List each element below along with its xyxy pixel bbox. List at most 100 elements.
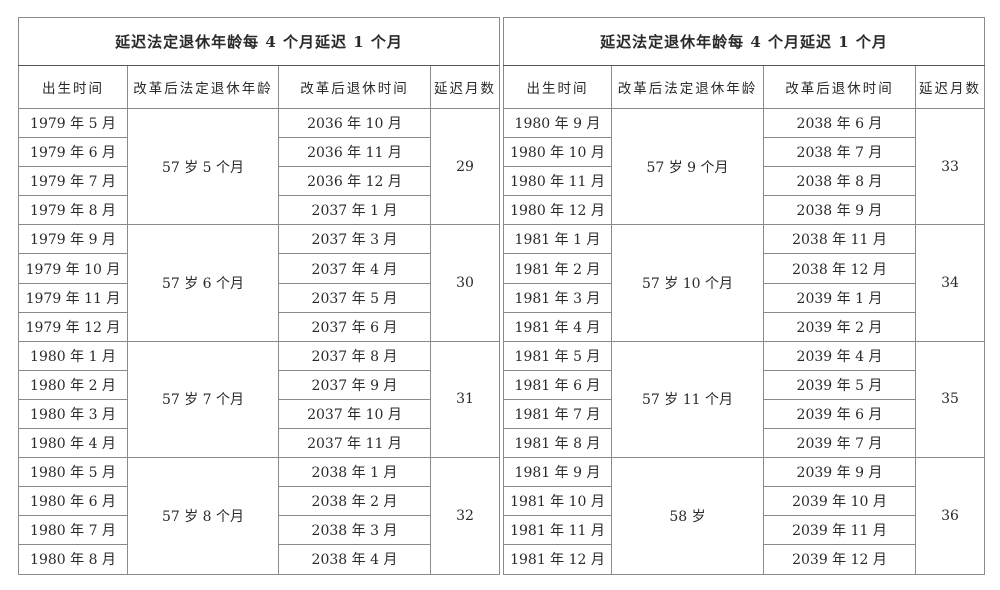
header-birth-date: 出生时间 — [18, 65, 128, 109]
retirement-date-cell: 2037 年 11 月 — [278, 428, 431, 459]
retirement-date-cell: 2036 年 10 月 — [278, 107, 431, 139]
birth-date-cell: 1980 年 4 月 — [18, 428, 128, 459]
retirement-age-cell: 57 岁 10 个月 — [611, 224, 764, 342]
header-delay-months: 延迟月数 — [429, 65, 501, 109]
header-birth-date: 出生时间 — [503, 65, 612, 109]
birth-date-cell: 1981 年 6 月 — [503, 369, 612, 400]
delay-months-cell: 35 — [914, 340, 986, 459]
birth-date-cell: 1979 年 6 月 — [18, 137, 128, 168]
table-title: 延迟法定退休年龄每 4 个月延迟 1 个月 — [502, 17, 986, 66]
header-retirement-age: 改革后法定退休年龄 — [611, 65, 764, 109]
table-row: 1979 年 12 月 2037 年 6 月 — [18, 311, 500, 342]
table-row: 1981 年 10 月 2039 年 10 月 — [503, 486, 985, 517]
delay-months-cell: 32 — [429, 457, 501, 575]
table-row: 1980 年 10 月 2038 年 7 月 — [503, 137, 985, 168]
birth-date-cell: 1979 年 5 月 — [18, 107, 128, 139]
table-row: 1981 年 3 月 2039 年 1 月 — [503, 282, 985, 313]
birth-date-cell: 1981 年 10 月 — [503, 486, 612, 517]
retirement-date-cell: 2039 年 11 月 — [763, 515, 916, 546]
retirement-age-cell: 57 岁 7 个月 — [127, 340, 279, 459]
birth-date-cell: 1981 年 7 月 — [503, 398, 612, 430]
birth-date-cell: 1981 年 8 月 — [503, 428, 612, 459]
birth-date-cell: 1979 年 8 月 — [18, 195, 128, 226]
retirement-age-cell: 57 岁 11 个月 — [611, 340, 764, 459]
retirement-age-cell: 57 岁 9 个月 — [611, 107, 764, 226]
retirement-date-cell: 2038 年 7 月 — [763, 137, 916, 168]
retirement-age-cell: 57 岁 6 个月 — [127, 224, 279, 342]
retirement-date-cell: 2038 年 6 月 — [763, 107, 916, 139]
table-row: 1980 年 12 月 2038 年 9 月 — [503, 195, 985, 226]
table-row: 1980 年 6 月 2038 年 2 月 — [18, 486, 500, 517]
birth-date-cell: 1981 年 4 月 — [503, 311, 612, 342]
delay-months-cell: 34 — [914, 224, 986, 342]
table-row: 1979 年 5 月 57 岁 5 个月 2036 年 10 月 29 — [18, 107, 501, 226]
birth-date-cell: 1979 年 11 月 — [18, 282, 128, 313]
delay-months-cell: 33 — [914, 107, 986, 226]
table-row: 1979 年 7 月 2036 年 12 月 — [18, 166, 500, 197]
header-retirement-date: 改革后退休时间 — [278, 65, 431, 109]
retirement-date-cell: 2039 年 2 月 — [763, 311, 916, 342]
birth-date-cell: 1980 年 12 月 — [503, 195, 612, 226]
retirement-date-cell: 2037 年 5 月 — [278, 282, 431, 313]
delay-months-cell: 36 — [914, 457, 986, 575]
table-row: 1979 年 10 月 2037 年 4 月 — [18, 253, 500, 284]
birth-date-cell: 1981 年 3 月 — [503, 282, 612, 313]
retirement-date-cell: 2036 年 11 月 — [278, 137, 431, 168]
retirement-date-cell: 2036 年 12 月 — [278, 166, 431, 197]
table-row: 1980 年 1 月 57 岁 7 个月 2037 年 8 月 31 — [18, 340, 501, 459]
birth-date-cell: 1981 年 5 月 — [503, 340, 612, 371]
birth-date-cell: 1981 年 9 月 — [503, 457, 612, 488]
birth-date-cell: 1981 年 1 月 — [503, 224, 612, 255]
table-row: 1980 年 8 月 2038 年 4 月 — [18, 544, 500, 575]
birth-date-cell: 1980 年 10 月 — [503, 137, 612, 168]
retirement-date-cell: 2037 年 9 月 — [278, 369, 431, 400]
retirement-date-cell: 2037 年 3 月 — [278, 224, 431, 255]
header-row: 出生时间 改革后法定退休年龄 改革后退休时间 延迟月数 — [503, 65, 986, 109]
retirement-date-cell: 2038 年 2 月 — [278, 486, 431, 517]
delay-months-cell: 29 — [429, 107, 501, 226]
table-row: 1981 年 7 月 2039 年 6 月 — [503, 398, 985, 430]
retirement-date-cell: 2039 年 5 月 — [763, 369, 916, 400]
table-row: 1981 年 12 月 2039 年 12 月 — [503, 544, 985, 575]
table-row: 1980 年 2 月 2037 年 9 月 — [18, 369, 500, 400]
retirement-date-cell: 2039 年 4 月 — [763, 340, 916, 371]
birth-date-cell: 1981 年 2 月 — [503, 253, 612, 284]
table-title-row: 延迟法定退休年龄每 4 个月延迟 1 个月 — [502, 17, 986, 66]
birth-date-cell: 1980 年 9 月 — [503, 107, 612, 139]
table-title-row: 延迟法定退休年龄每 4 个月延迟 1 个月 — [17, 17, 501, 66]
birth-date-cell: 1980 年 2 月 — [18, 369, 128, 400]
table-row: 1980 年 11 月 2038 年 8 月 — [503, 166, 985, 197]
retirement-date-cell: 2039 年 12 月 — [763, 544, 916, 575]
birth-date-cell: 1980 年 11 月 — [503, 166, 612, 197]
retirement-date-cell: 2037 年 1 月 — [278, 195, 431, 226]
birth-date-cell: 1979 年 7 月 — [18, 166, 128, 197]
retirement-date-cell: 2038 年 3 月 — [278, 515, 431, 546]
retirement-date-cell: 2037 年 4 月 — [278, 253, 431, 284]
birth-date-cell: 1979 年 12 月 — [18, 311, 128, 342]
retirement-date-cell: 2039 年 10 月 — [763, 486, 916, 517]
table-row: 1981 年 9 月 58 岁 2039 年 9 月 36 — [503, 457, 986, 575]
table-title: 延迟法定退休年龄每 4 个月延迟 1 个月 — [17, 17, 501, 66]
delay-months-cell: 31 — [429, 340, 501, 459]
header-delay-months: 延迟月数 — [914, 65, 986, 109]
retirement-date-cell: 2039 年 6 月 — [763, 398, 916, 430]
table-row: 1980 年 5 月 57 岁 8 个月 2038 年 1 月 32 — [18, 457, 501, 575]
table-row: 1979 年 6 月 2036 年 11 月 — [18, 137, 500, 168]
table-row: 1981 年 1 月 57 岁 10 个月 2038 年 11 月 34 — [503, 224, 986, 342]
birth-date-cell: 1979 年 10 月 — [18, 253, 128, 284]
retirement-date-cell: 2039 年 7 月 — [763, 428, 916, 459]
table-row: 1979 年 8 月 2037 年 1 月 — [18, 195, 500, 226]
birth-date-cell: 1981 年 12 月 — [503, 544, 612, 575]
retirement-date-cell: 2039 年 1 月 — [763, 282, 916, 313]
retirement-date-cell: 2037 年 6 月 — [278, 311, 431, 342]
retirement-date-cell: 2037 年 8 月 — [278, 340, 431, 371]
table-row: 1980 年 9 月 57 岁 9 个月 2038 年 6 月 33 — [503, 107, 986, 226]
retirement-date-cell: 2038 年 12 月 — [763, 253, 916, 284]
retirement-date-cell: 2037 年 10 月 — [278, 398, 431, 430]
header-row: 出生时间 改革后法定退休年龄 改革后退休时间 延迟月数 — [18, 65, 501, 109]
table-row: 1981 年 11 月 2039 年 11 月 — [503, 515, 985, 546]
table-row: 1979 年 9 月 57 岁 6 个月 2037 年 3 月 30 — [18, 224, 501, 342]
retirement-date-cell: 2038 年 4 月 — [278, 544, 431, 575]
retirement-age-cell: 57 岁 8 个月 — [127, 457, 279, 575]
retirement-date-cell: 2038 年 8 月 — [763, 166, 916, 197]
